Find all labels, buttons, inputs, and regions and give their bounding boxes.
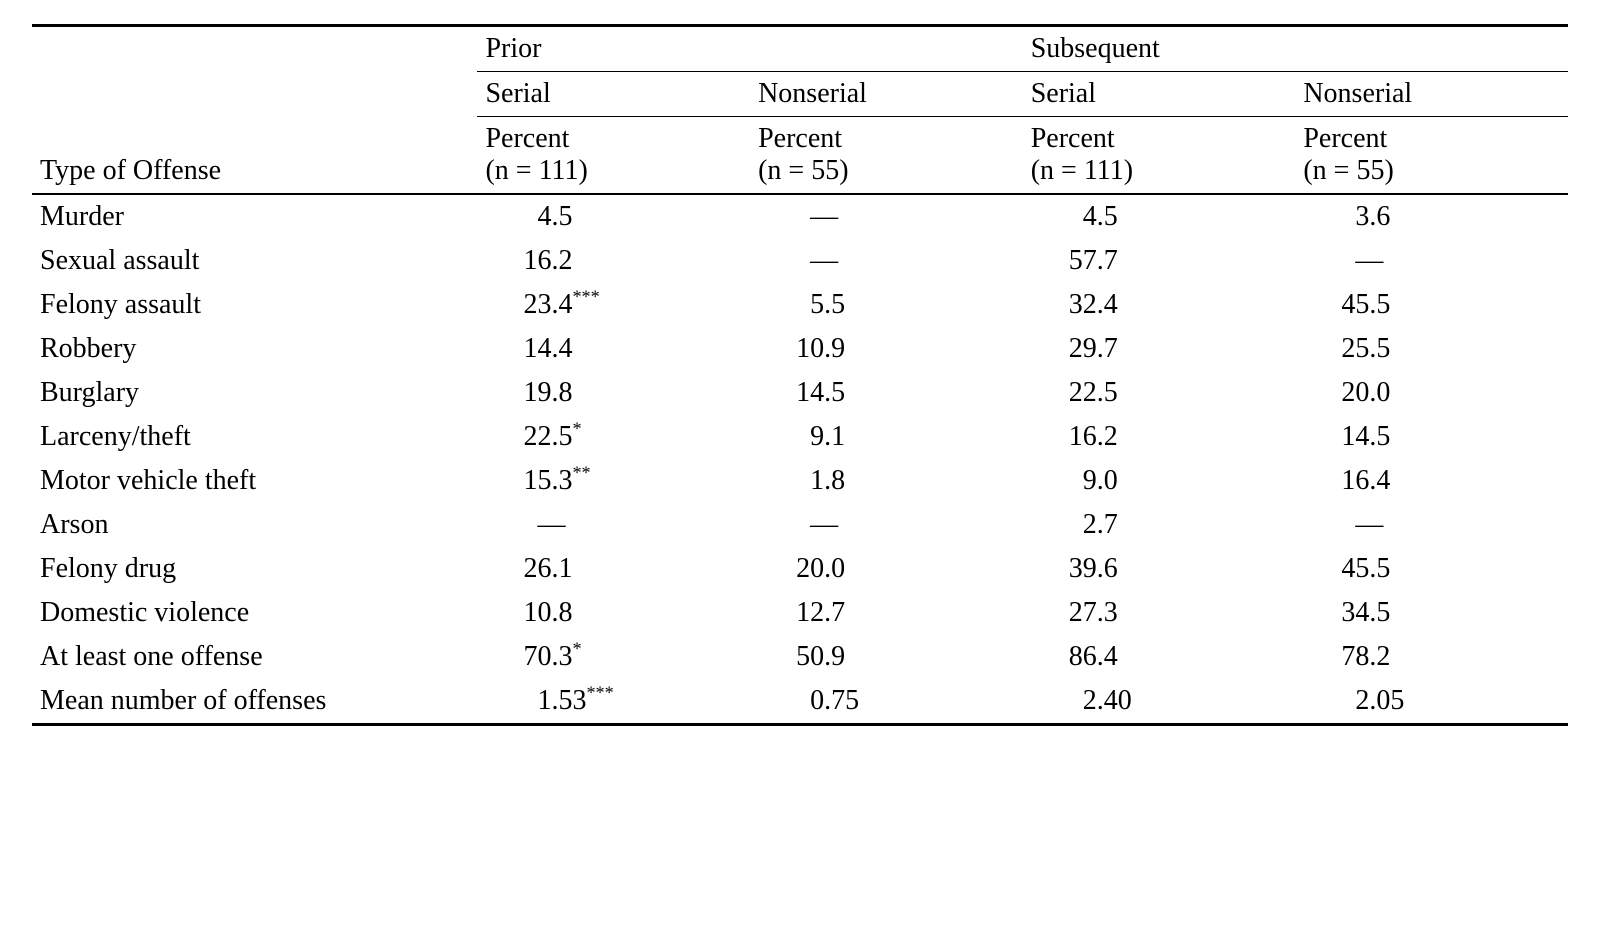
row-label: Robbery [32, 327, 477, 371]
cell-value: 12.7 [750, 591, 1023, 635]
row-label: Domestic violence [32, 591, 477, 635]
col-subsequent-serial: Serial [1023, 72, 1296, 117]
cell-value: 10.9 [750, 327, 1023, 371]
group-prior: Prior [477, 26, 1022, 72]
cell-value: 50.9 [750, 635, 1023, 679]
row-label: Larceny/theft [32, 415, 477, 459]
row-label: Sexual assault [32, 239, 477, 283]
cell-value: 23.4*** [477, 283, 750, 327]
row-header-title: Type of Offense [32, 117, 477, 195]
cell-value: 14.5 [1295, 415, 1568, 459]
cell-value: 5.5 [750, 283, 1023, 327]
row-label: At least one offense [32, 635, 477, 679]
cell-value: 22.5 [1023, 371, 1296, 415]
subhead-subsequent-serial: Percent(n = 111) [1023, 117, 1296, 195]
cell-value: 10.8 [477, 591, 750, 635]
row-label: Murder [32, 195, 477, 239]
table-row: Felony drug26.120.039.645.5 [32, 547, 1568, 591]
cell-value: — [477, 503, 750, 547]
cell-value: 3.6 [1295, 195, 1568, 239]
table-row: Robbery14.410.929.725.5 [32, 327, 1568, 371]
cell-value: 2.40 [1023, 679, 1296, 725]
cell-value: 70.3* [477, 635, 750, 679]
row-label: Arson [32, 503, 477, 547]
cell-value: 4.5 [477, 195, 750, 239]
cell-value: 39.6 [1023, 547, 1296, 591]
cell-value: 4.5 [1023, 195, 1296, 239]
table-row: Mean number of offenses1.53***0.752.402.… [32, 679, 1568, 725]
col-prior-nonserial: Nonserial [750, 72, 1023, 117]
cell-value: 14.4 [477, 327, 750, 371]
cell-value: 14.5 [750, 371, 1023, 415]
table-row: Felony assault23.4***5.532.445.5 [32, 283, 1568, 327]
cell-value: — [750, 195, 1023, 239]
cell-value: 29.7 [1023, 327, 1296, 371]
table-row: Murder4.5—4.53.6 [32, 195, 1568, 239]
cell-value: 9.1 [750, 415, 1023, 459]
table-row: Domestic violence10.812.727.334.5 [32, 591, 1568, 635]
significance-marker: ** [572, 463, 590, 483]
table-row: Burglary19.814.522.520.0 [32, 371, 1568, 415]
offense-table: Prior Subsequent Serial Nonserial Serial… [32, 24, 1568, 726]
cell-value: — [1295, 503, 1568, 547]
row-label: Motor vehicle theft [32, 459, 477, 503]
table-row: Larceny/theft22.5*9.116.214.5 [32, 415, 1568, 459]
subhead-prior-nonserial: Percent(n = 55) [750, 117, 1023, 195]
cell-value: 16.4 [1295, 459, 1568, 503]
cell-value: 16.2 [1023, 415, 1296, 459]
row-label: Burglary [32, 371, 477, 415]
cell-value: 15.3** [477, 459, 750, 503]
cell-value: — [750, 503, 1023, 547]
cell-value: 34.5 [1295, 591, 1568, 635]
cell-value: — [750, 239, 1023, 283]
cell-value: 26.1 [477, 547, 750, 591]
cell-value: — [1295, 239, 1568, 283]
significance-marker: *** [586, 683, 613, 703]
cell-value: 22.5* [477, 415, 750, 459]
row-label: Mean number of offenses [32, 679, 477, 725]
cell-value: 45.5 [1295, 283, 1568, 327]
cell-value: 32.4 [1023, 283, 1296, 327]
cell-value: 20.0 [750, 547, 1023, 591]
cell-value: 1.8 [750, 459, 1023, 503]
significance-marker: *** [572, 287, 599, 307]
cell-value: 25.5 [1295, 327, 1568, 371]
subhead-subsequent-nonserial: Percent(n = 55) [1295, 117, 1568, 195]
row-label: Felony assault [32, 283, 477, 327]
cell-value: 27.3 [1023, 591, 1296, 635]
table-row: Arson——2.7— [32, 503, 1568, 547]
cell-value: 16.2 [477, 239, 750, 283]
group-subsequent: Subsequent [1023, 26, 1568, 72]
cell-value: 78.2 [1295, 635, 1568, 679]
cell-value: 57.7 [1023, 239, 1296, 283]
cell-value: 0.75 [750, 679, 1023, 725]
significance-marker: * [572, 419, 581, 439]
cell-value: 19.8 [477, 371, 750, 415]
cell-value: 86.4 [1023, 635, 1296, 679]
table-row: Sexual assault16.2—57.7— [32, 239, 1568, 283]
cell-value: 2.05 [1295, 679, 1568, 725]
col-subsequent-nonserial: Nonserial [1295, 72, 1568, 117]
cell-value: 9.0 [1023, 459, 1296, 503]
cell-value: 1.53*** [477, 679, 750, 725]
table-row: At least one offense70.3*50.986.478.2 [32, 635, 1568, 679]
table-row: Motor vehicle theft15.3**1.89.016.4 [32, 459, 1568, 503]
cell-value: 20.0 [1295, 371, 1568, 415]
cell-value: 2.7 [1023, 503, 1296, 547]
cell-value: 45.5 [1295, 547, 1568, 591]
significance-marker: * [572, 639, 581, 659]
subhead-prior-serial: Percent(n = 111) [477, 117, 750, 195]
row-label: Felony drug [32, 547, 477, 591]
col-prior-serial: Serial [477, 72, 750, 117]
